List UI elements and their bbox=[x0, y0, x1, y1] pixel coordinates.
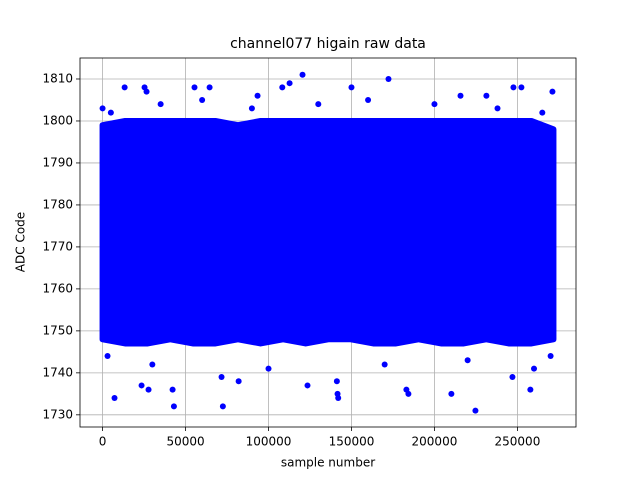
point bbox=[304, 382, 311, 389]
point bbox=[510, 84, 517, 91]
plot-frame bbox=[79, 57, 577, 428]
point bbox=[170, 403, 177, 410]
point bbox=[169, 386, 176, 393]
point bbox=[219, 403, 226, 410]
point bbox=[99, 105, 106, 112]
y-tick-label: 1750 bbox=[42, 323, 73, 337]
x-tick-label: 50000 bbox=[166, 435, 204, 449]
point bbox=[448, 390, 455, 397]
point bbox=[138, 382, 145, 389]
point bbox=[365, 96, 372, 103]
x-axis-label: sample number bbox=[281, 456, 375, 470]
point bbox=[286, 80, 293, 87]
point bbox=[549, 88, 556, 95]
point bbox=[145, 386, 152, 393]
point bbox=[265, 365, 272, 372]
chart-title: channel077 higain raw data bbox=[230, 36, 426, 52]
x-tick-label: 200000 bbox=[412, 435, 458, 449]
y-tick-label: 1740 bbox=[42, 365, 73, 379]
point bbox=[104, 353, 111, 360]
x-tick-label: 150000 bbox=[329, 435, 375, 449]
point bbox=[279, 84, 286, 91]
point bbox=[206, 84, 213, 91]
ticks: 0 50000 100000 150000 200000 250000 1730 1740 17… bbox=[42, 71, 540, 448]
point bbox=[531, 365, 538, 372]
point bbox=[254, 92, 261, 99]
y-tick-label: 1770 bbox=[42, 239, 73, 253]
dense-band bbox=[99, 117, 557, 347]
marks bbox=[99, 71, 557, 414]
point bbox=[547, 353, 554, 360]
point bbox=[457, 92, 464, 99]
point bbox=[235, 378, 242, 385]
y-tick-label: 1730 bbox=[42, 407, 73, 421]
point bbox=[539, 109, 546, 116]
point bbox=[333, 378, 340, 385]
point bbox=[483, 92, 490, 99]
point bbox=[157, 101, 164, 108]
point bbox=[299, 71, 306, 78]
point bbox=[107, 109, 114, 116]
point bbox=[472, 407, 479, 414]
point bbox=[191, 84, 198, 91]
y-axis-label: ADC Code bbox=[14, 212, 28, 272]
point bbox=[431, 101, 438, 108]
point bbox=[527, 386, 534, 393]
point bbox=[199, 96, 206, 103]
point bbox=[315, 101, 322, 108]
point bbox=[381, 361, 388, 368]
y-tick-label: 1810 bbox=[42, 71, 73, 85]
point bbox=[218, 374, 225, 381]
point bbox=[509, 374, 516, 381]
point bbox=[385, 75, 392, 82]
x-tick-label: 0 bbox=[99, 435, 107, 449]
y-tick-label: 1790 bbox=[42, 155, 73, 169]
point bbox=[464, 357, 471, 364]
point bbox=[518, 84, 525, 91]
point bbox=[248, 105, 255, 112]
point bbox=[335, 395, 342, 402]
x-tick-label: 100000 bbox=[246, 435, 292, 449]
point bbox=[149, 361, 156, 368]
point bbox=[143, 88, 150, 95]
y-tick-label: 1760 bbox=[42, 281, 73, 295]
y-tick-label: 1800 bbox=[42, 113, 73, 127]
point bbox=[348, 84, 355, 91]
point bbox=[405, 390, 412, 397]
y-tick-label: 1780 bbox=[42, 197, 73, 211]
point bbox=[121, 84, 128, 91]
point bbox=[494, 105, 501, 112]
x-tick-label: 250000 bbox=[495, 435, 541, 449]
point bbox=[111, 395, 118, 402]
